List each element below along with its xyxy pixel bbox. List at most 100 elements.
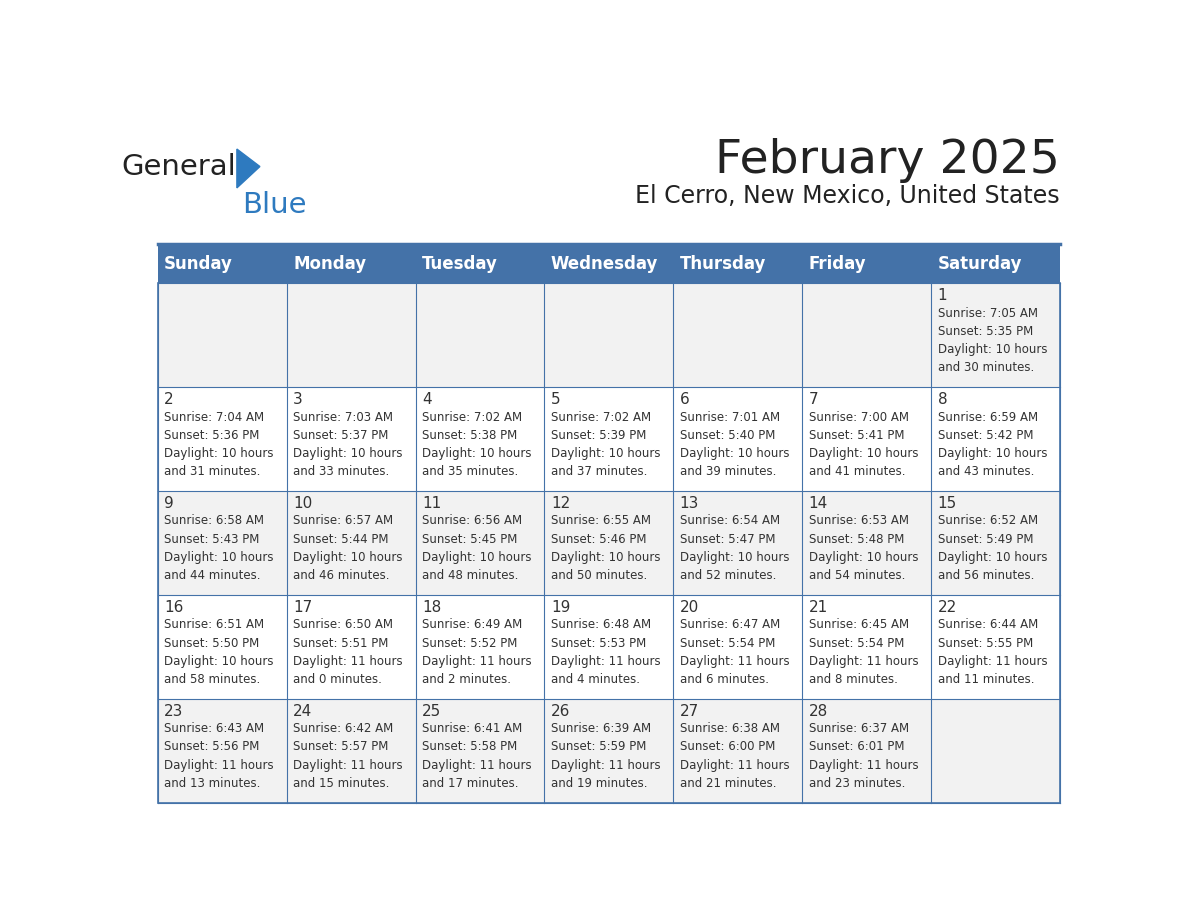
Text: and 11 minutes.: and 11 minutes. xyxy=(937,673,1034,686)
Text: Sunset: 5:51 PM: Sunset: 5:51 PM xyxy=(293,636,388,650)
Text: Sunrise: 6:39 AM: Sunrise: 6:39 AM xyxy=(551,722,651,735)
Text: Sunset: 5:46 PM: Sunset: 5:46 PM xyxy=(551,532,646,545)
Text: Daylight: 11 hours: Daylight: 11 hours xyxy=(680,655,789,667)
Text: 12: 12 xyxy=(551,496,570,511)
Text: 10: 10 xyxy=(293,496,312,511)
Text: and 50 minutes.: and 50 minutes. xyxy=(551,569,647,582)
Text: Sunrise: 6:51 AM: Sunrise: 6:51 AM xyxy=(164,619,264,632)
Text: 3: 3 xyxy=(293,392,303,408)
Text: 15: 15 xyxy=(937,496,956,511)
Text: and 19 minutes.: and 19 minutes. xyxy=(551,777,647,789)
Text: 13: 13 xyxy=(680,496,699,511)
Text: Daylight: 11 hours: Daylight: 11 hours xyxy=(551,758,661,772)
Text: Sunrise: 7:03 AM: Sunrise: 7:03 AM xyxy=(293,410,393,423)
Text: and 33 minutes.: and 33 minutes. xyxy=(293,465,390,478)
Bar xyxy=(158,595,1060,699)
Text: Sunset: 6:01 PM: Sunset: 6:01 PM xyxy=(809,741,904,754)
Text: Sunset: 5:57 PM: Sunset: 5:57 PM xyxy=(293,741,388,754)
Text: Sunset: 5:47 PM: Sunset: 5:47 PM xyxy=(680,532,776,545)
Text: Sunset: 6:00 PM: Sunset: 6:00 PM xyxy=(680,741,775,754)
Text: Daylight: 11 hours: Daylight: 11 hours xyxy=(422,655,531,667)
Text: Sunrise: 6:47 AM: Sunrise: 6:47 AM xyxy=(680,619,781,632)
Text: Sunset: 5:48 PM: Sunset: 5:48 PM xyxy=(809,532,904,545)
Bar xyxy=(158,699,1060,803)
Text: Sunrise: 6:41 AM: Sunrise: 6:41 AM xyxy=(422,722,523,735)
Text: Sunrise: 6:37 AM: Sunrise: 6:37 AM xyxy=(809,722,909,735)
Text: 22: 22 xyxy=(937,600,956,615)
Text: Daylight: 10 hours: Daylight: 10 hours xyxy=(937,551,1047,564)
Bar xyxy=(158,284,1060,803)
Text: Sunset: 5:37 PM: Sunset: 5:37 PM xyxy=(293,429,388,442)
Bar xyxy=(674,244,802,284)
Text: and 21 minutes.: and 21 minutes. xyxy=(680,777,776,789)
Text: Sunday: Sunday xyxy=(164,255,233,273)
Text: and 15 minutes.: and 15 minutes. xyxy=(293,777,390,789)
Text: Daylight: 10 hours: Daylight: 10 hours xyxy=(809,447,918,460)
Text: Sunrise: 7:04 AM: Sunrise: 7:04 AM xyxy=(164,410,264,423)
Bar xyxy=(158,284,1060,387)
Text: 24: 24 xyxy=(293,704,312,719)
Text: Sunset: 5:55 PM: Sunset: 5:55 PM xyxy=(937,636,1032,650)
Text: and 39 minutes.: and 39 minutes. xyxy=(680,465,776,478)
Text: and 23 minutes.: and 23 minutes. xyxy=(809,777,905,789)
Text: Sunrise: 6:59 AM: Sunrise: 6:59 AM xyxy=(937,410,1037,423)
Text: 8: 8 xyxy=(937,392,947,408)
Text: 21: 21 xyxy=(809,600,828,615)
Text: Sunset: 5:45 PM: Sunset: 5:45 PM xyxy=(422,532,517,545)
Text: Sunrise: 6:57 AM: Sunrise: 6:57 AM xyxy=(293,514,393,528)
Text: Daylight: 10 hours: Daylight: 10 hours xyxy=(293,447,403,460)
Text: Sunrise: 6:43 AM: Sunrise: 6:43 AM xyxy=(164,722,264,735)
Text: Daylight: 10 hours: Daylight: 10 hours xyxy=(551,551,661,564)
Text: Sunrise: 6:53 AM: Sunrise: 6:53 AM xyxy=(809,514,909,528)
Text: Wednesday: Wednesday xyxy=(551,255,658,273)
Bar xyxy=(286,244,416,284)
Text: and 54 minutes.: and 54 minutes. xyxy=(809,569,905,582)
Text: Sunrise: 6:52 AM: Sunrise: 6:52 AM xyxy=(937,514,1037,528)
Bar xyxy=(416,244,544,284)
Text: Sunrise: 6:50 AM: Sunrise: 6:50 AM xyxy=(293,619,393,632)
Text: Sunrise: 7:05 AM: Sunrise: 7:05 AM xyxy=(937,307,1037,319)
Text: 26: 26 xyxy=(551,704,570,719)
Text: Sunset: 5:35 PM: Sunset: 5:35 PM xyxy=(937,325,1032,338)
Text: Daylight: 10 hours: Daylight: 10 hours xyxy=(164,655,273,667)
Text: 2: 2 xyxy=(164,392,173,408)
Text: Sunrise: 6:49 AM: Sunrise: 6:49 AM xyxy=(422,619,523,632)
Text: 17: 17 xyxy=(293,600,312,615)
Text: and 56 minutes.: and 56 minutes. xyxy=(937,569,1034,582)
Text: Sunset: 5:49 PM: Sunset: 5:49 PM xyxy=(937,532,1034,545)
Bar xyxy=(544,244,674,284)
Text: and 52 minutes.: and 52 minutes. xyxy=(680,569,776,582)
Text: 14: 14 xyxy=(809,496,828,511)
Text: Sunset: 5:54 PM: Sunset: 5:54 PM xyxy=(680,636,775,650)
Text: Sunset: 5:40 PM: Sunset: 5:40 PM xyxy=(680,429,775,442)
Text: Sunrise: 7:00 AM: Sunrise: 7:00 AM xyxy=(809,410,909,423)
Text: Blue: Blue xyxy=(242,192,307,219)
Text: and 44 minutes.: and 44 minutes. xyxy=(164,569,260,582)
Text: Sunrise: 6:48 AM: Sunrise: 6:48 AM xyxy=(551,619,651,632)
Text: 28: 28 xyxy=(809,704,828,719)
Text: Daylight: 11 hours: Daylight: 11 hours xyxy=(551,655,661,667)
Text: Sunrise: 6:58 AM: Sunrise: 6:58 AM xyxy=(164,514,264,528)
Text: Daylight: 11 hours: Daylight: 11 hours xyxy=(680,758,789,772)
Text: and 6 minutes.: and 6 minutes. xyxy=(680,673,769,686)
Text: Sunset: 5:59 PM: Sunset: 5:59 PM xyxy=(551,741,646,754)
Text: Daylight: 11 hours: Daylight: 11 hours xyxy=(422,758,531,772)
Text: 6: 6 xyxy=(680,392,689,408)
Text: Daylight: 10 hours: Daylight: 10 hours xyxy=(680,447,789,460)
Text: Daylight: 10 hours: Daylight: 10 hours xyxy=(164,447,273,460)
Text: Daylight: 11 hours: Daylight: 11 hours xyxy=(937,655,1047,667)
Text: Sunset: 5:42 PM: Sunset: 5:42 PM xyxy=(937,429,1034,442)
Text: and 30 minutes.: and 30 minutes. xyxy=(937,361,1034,375)
Text: Sunset: 5:41 PM: Sunset: 5:41 PM xyxy=(809,429,904,442)
Text: Sunrise: 6:45 AM: Sunrise: 6:45 AM xyxy=(809,619,909,632)
Text: 25: 25 xyxy=(422,704,441,719)
Text: 18: 18 xyxy=(422,600,441,615)
Bar xyxy=(802,244,931,284)
Text: Sunrise: 7:01 AM: Sunrise: 7:01 AM xyxy=(680,410,779,423)
Bar xyxy=(158,491,1060,595)
Text: Sunrise: 6:54 AM: Sunrise: 6:54 AM xyxy=(680,514,779,528)
Text: Monday: Monday xyxy=(293,255,366,273)
Text: 9: 9 xyxy=(164,496,173,511)
Text: Sunrise: 6:44 AM: Sunrise: 6:44 AM xyxy=(937,619,1038,632)
Text: Sunset: 5:50 PM: Sunset: 5:50 PM xyxy=(164,636,259,650)
